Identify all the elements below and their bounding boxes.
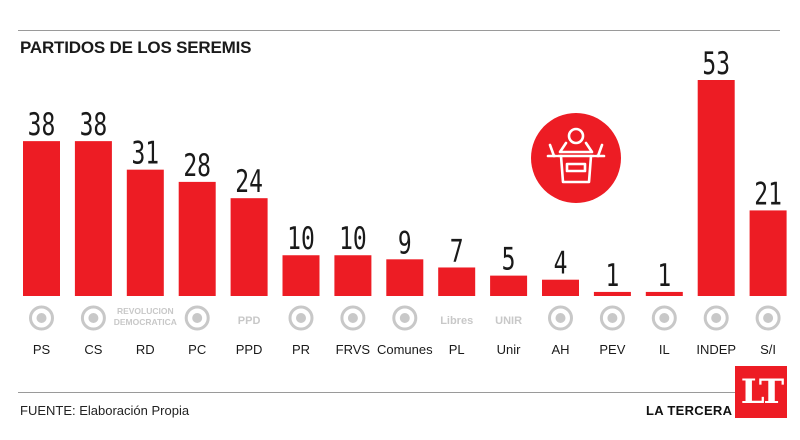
la-tercera-logo: LT xyxy=(735,366,787,418)
party-logo-mark-ps xyxy=(36,313,47,323)
bar-cs xyxy=(74,141,112,296)
bar-unir xyxy=(490,275,528,296)
value-label-pr: 10 xyxy=(287,222,315,257)
top-rule xyxy=(18,30,780,31)
bar-comunes xyxy=(386,259,424,296)
category-label-comunes: Comunes xyxy=(377,342,433,357)
category-label-rd: RD xyxy=(136,342,155,357)
party-logo-mark-il xyxy=(659,313,670,323)
party-logo-mark-indep xyxy=(711,313,722,323)
party-logo-icon-pc xyxy=(184,305,210,331)
value-label-frvs: 10 xyxy=(339,222,367,257)
category-label-pl: PL xyxy=(449,342,465,357)
bar-ppd xyxy=(230,198,268,296)
value-label-cs: 38 xyxy=(80,108,108,143)
bar-ps xyxy=(23,141,60,296)
party-logo-icon-cs xyxy=(80,305,106,331)
party-logo-text-rd: REVOLUCION xyxy=(117,306,174,316)
bottom-rule xyxy=(18,392,780,393)
value-label-comunes: 9 xyxy=(398,226,412,261)
category-label-ppd: PPD xyxy=(236,342,263,357)
party-logo-mark-ah xyxy=(555,313,566,323)
value-label-il: 1 xyxy=(657,259,671,294)
category-label-ps: PS xyxy=(33,342,51,357)
party-logo-icon-pr xyxy=(288,305,314,331)
party-logo-mark-si xyxy=(763,313,774,323)
party-logo-icon-il xyxy=(651,305,677,331)
party-logo-icon-indep xyxy=(703,305,729,331)
bar-pc xyxy=(178,181,216,296)
brand-name: LA TERCERA xyxy=(646,403,733,418)
category-label-cs: CS xyxy=(84,342,102,357)
bar-ah xyxy=(542,279,579,296)
bar-si xyxy=(749,210,787,296)
category-label-frvs: FRVS xyxy=(336,342,371,357)
bar-rd xyxy=(126,169,164,296)
party-logo-mark-pc xyxy=(192,313,203,323)
value-label-pl: 7 xyxy=(450,234,464,269)
source-note: FUENTE: Elaboración Propia xyxy=(20,403,190,418)
speaker-podium-icon xyxy=(530,112,622,204)
category-label-pr: PR xyxy=(292,342,310,357)
chart-title: PARTIDOS DE LOS SEREMIS xyxy=(20,38,252,57)
value-label-indep: 53 xyxy=(702,47,730,82)
party-logo-icon-pev xyxy=(599,305,625,331)
party-logo-text-unir: UNIR xyxy=(495,315,522,327)
value-label-rd: 31 xyxy=(131,136,159,171)
value-label-pc: 28 xyxy=(183,149,211,184)
bar-pl xyxy=(438,267,476,296)
bar-indep xyxy=(697,80,735,296)
party-logo-icon-ps xyxy=(29,305,54,331)
value-label-ah: 4 xyxy=(554,246,568,281)
party-logo-mark-pr xyxy=(296,313,306,323)
category-label-si: S/I xyxy=(760,342,776,357)
party-logo-text-ppd: PPD xyxy=(238,315,261,327)
bar-frvs xyxy=(334,255,372,296)
party-logo-icon-si xyxy=(755,305,781,331)
value-label-ppd: 24 xyxy=(235,165,263,200)
party-logo-mark-cs xyxy=(88,313,99,323)
category-label-unir: Unir xyxy=(497,342,522,357)
party-logo-icon-ah xyxy=(548,305,573,331)
category-label-pev: PEV xyxy=(599,342,625,357)
party-logo-icon-frvs xyxy=(340,305,366,331)
value-label-ps: 38 xyxy=(28,108,56,143)
party-logo-icon-comunes xyxy=(392,305,418,331)
category-label-indep: INDEP xyxy=(696,342,736,357)
bar-il xyxy=(645,291,683,296)
party-logo-text-pl: Libres xyxy=(440,315,473,327)
category-label-il: IL xyxy=(659,342,670,357)
party-logo-mark-comunes xyxy=(399,313,410,323)
party-logo-mark-frvs xyxy=(347,313,358,323)
category-label-pc: PC xyxy=(188,342,206,357)
category-label-ah: AH xyxy=(551,342,569,357)
party-logo-mark-pev xyxy=(607,313,618,323)
value-label-pev: 1 xyxy=(605,259,619,294)
value-label-unir: 5 xyxy=(502,242,516,277)
bar-pev xyxy=(593,291,631,296)
bar-pr xyxy=(282,255,320,296)
value-label-si: 21 xyxy=(754,177,782,212)
party-logo-text-rd: DEMOCRATICA xyxy=(114,317,177,327)
